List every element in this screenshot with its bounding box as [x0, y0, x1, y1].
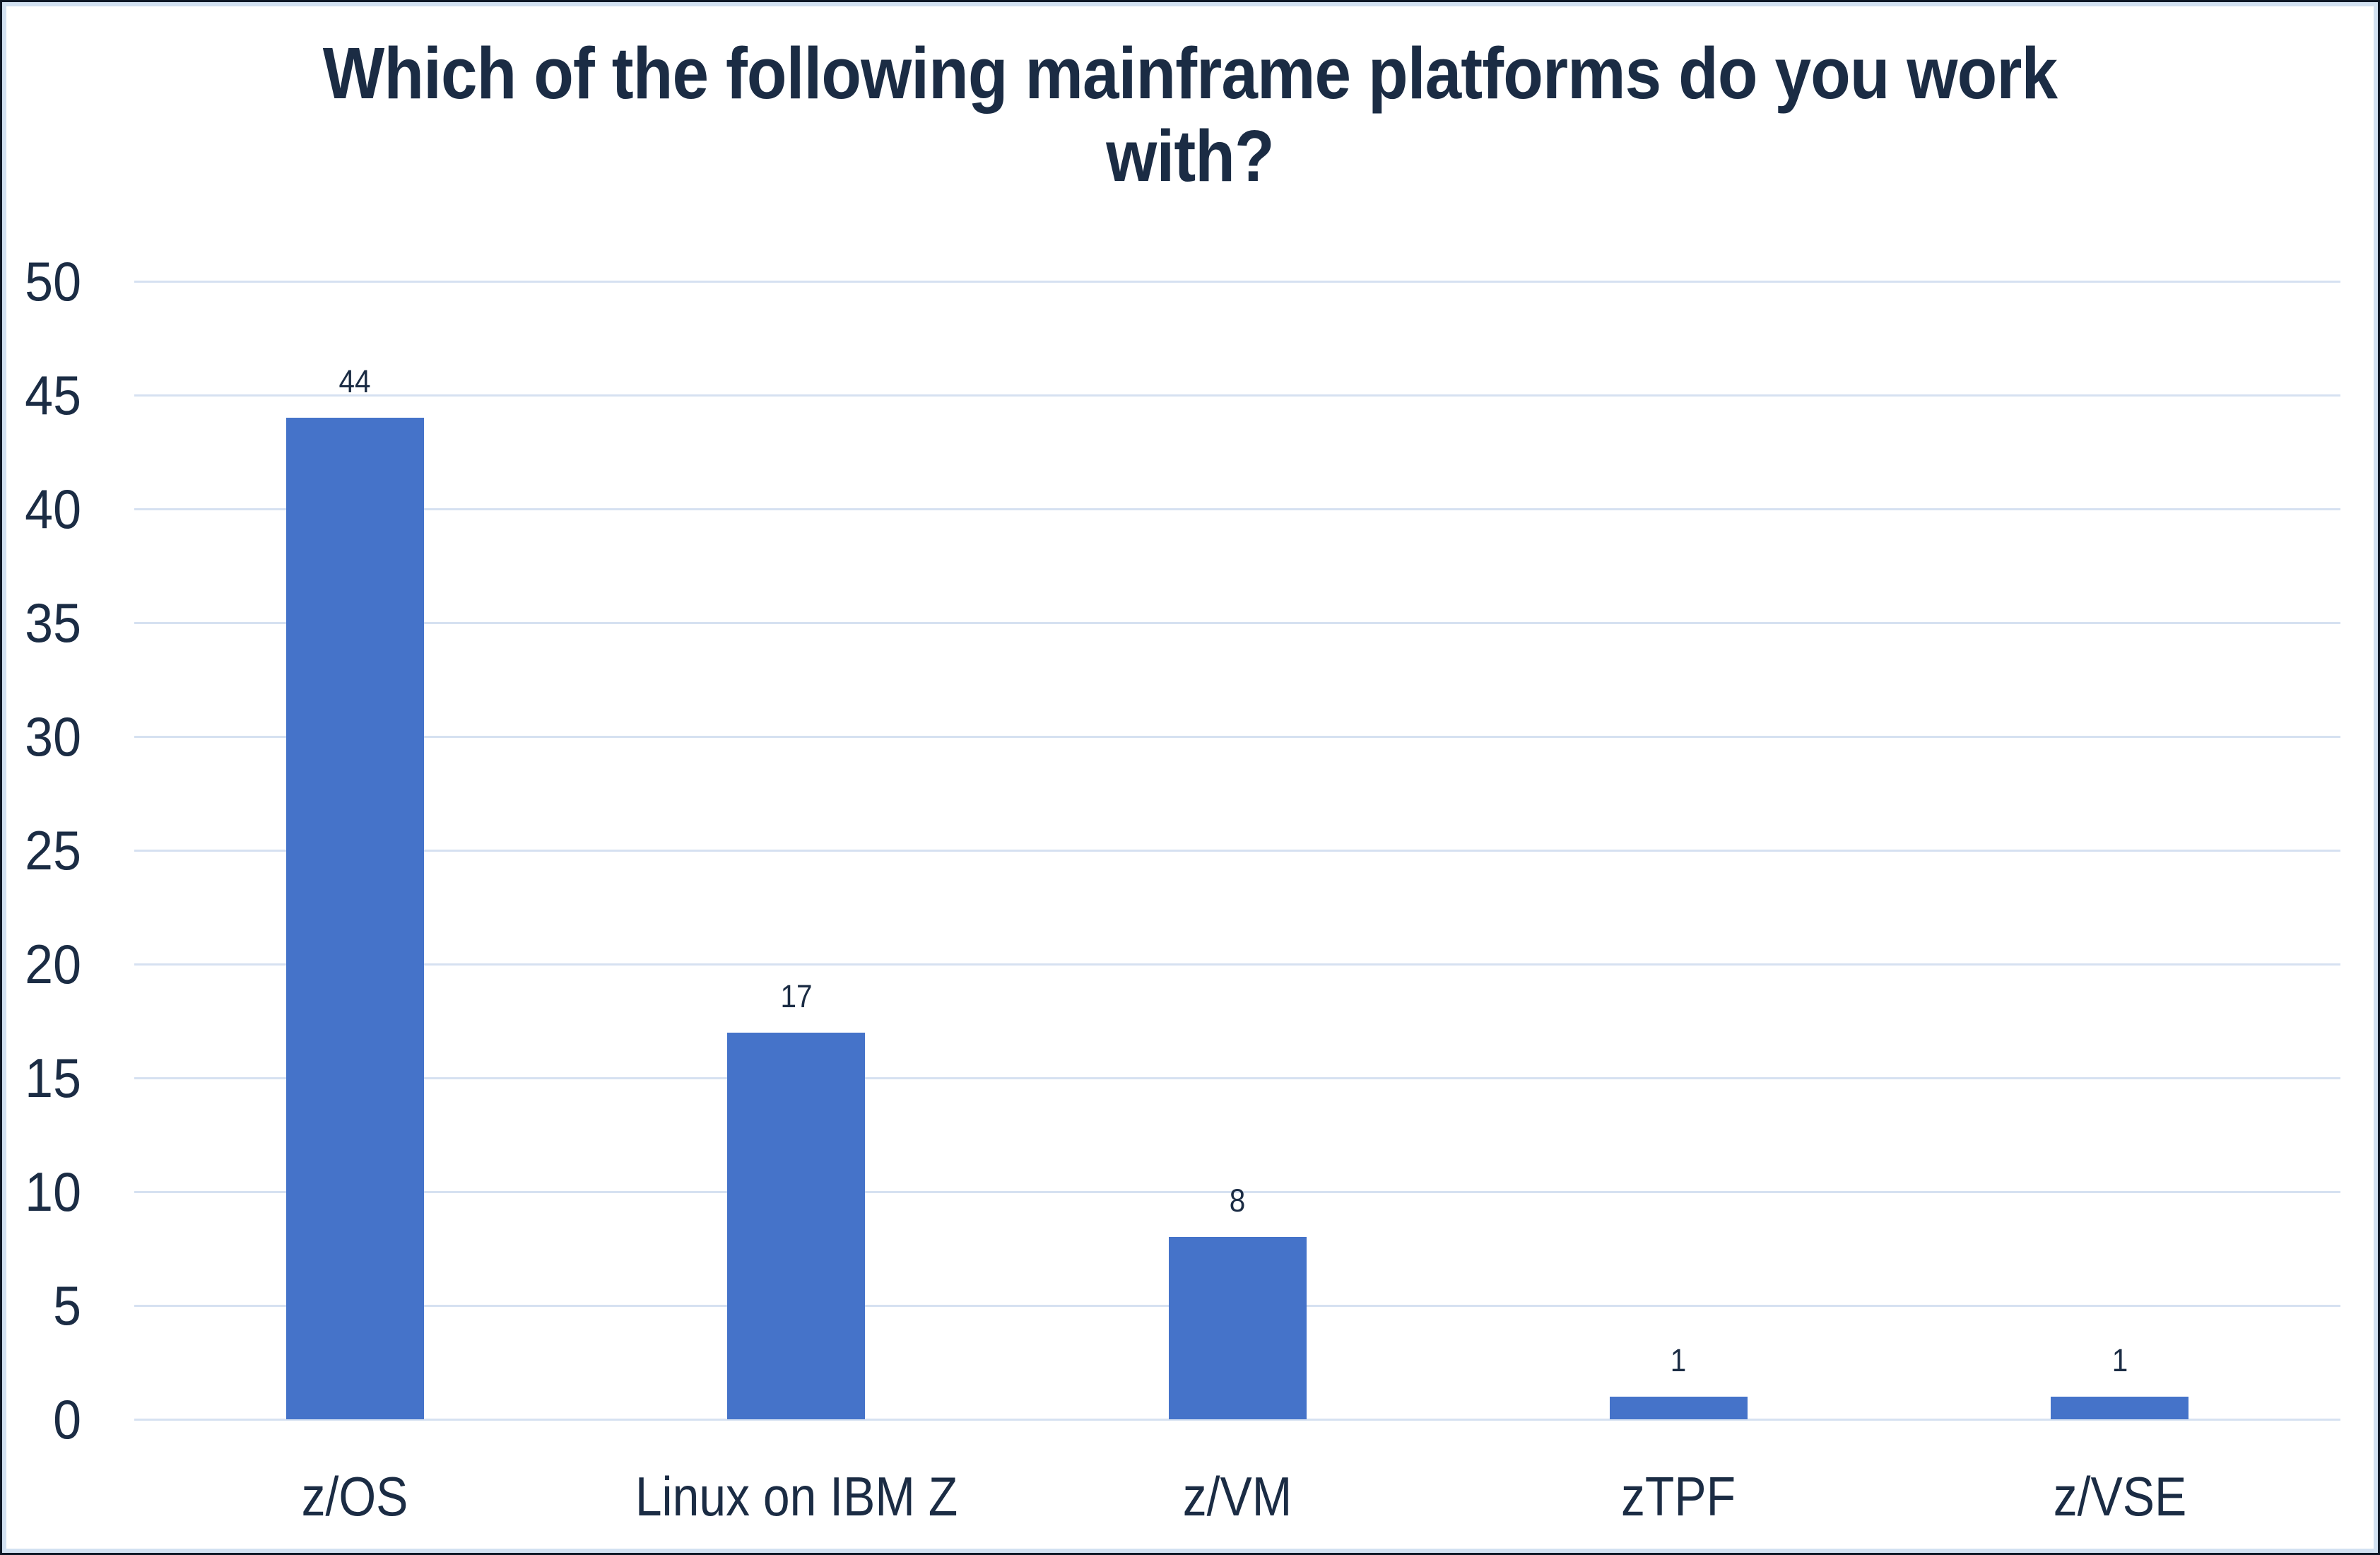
y-tick-label: 5	[53, 1274, 81, 1337]
bar-value-label: 8	[1229, 1183, 1246, 1219]
x-category-label: z/VM	[1182, 1465, 1292, 1527]
gridline	[134, 1418, 2340, 1421]
bar-value-label: 44	[338, 363, 371, 400]
gridline	[134, 507, 2340, 510]
y-tick-label: 35	[25, 592, 81, 654]
x-category-label: z/VSE	[2053, 1465, 2187, 1527]
chart-title: Which of the following mainframe platfor…	[322, 33, 2058, 196]
y-tick-label: 10	[25, 1161, 81, 1223]
y-tick-label: 15	[25, 1047, 81, 1109]
x-category-label: zTPF	[1621, 1465, 1736, 1527]
gridline	[134, 1190, 2340, 1193]
bar	[1609, 1396, 1748, 1419]
bar	[1168, 1237, 1307, 1419]
plot-area: 0 5 10 15 20 25 30 35 40 45 50 44 17 8 1 1 z/OS Linux o…	[25, 254, 2340, 1527]
gridline	[134, 280, 2340, 283]
gridline	[134, 735, 2340, 738]
gridline	[134, 394, 2340, 397]
y-tick-label: 40	[25, 478, 81, 540]
x-category-label: Linux on IBM Z	[635, 1465, 958, 1527]
bar	[285, 418, 424, 1419]
y-tick-label: 45	[25, 364, 81, 426]
y-tick-label: 20	[25, 933, 81, 995]
y-tick-label: 50	[25, 250, 81, 312]
bar-value-label: 1	[1671, 1342, 1687, 1378]
bar-value-label: 17	[780, 978, 813, 1014]
gridline	[134, 621, 2340, 624]
y-tick-label: 30	[25, 705, 81, 768]
bar-value-label: 1	[2111, 1342, 2128, 1378]
gridline	[134, 963, 2340, 966]
gridline	[134, 849, 2340, 852]
y-tick-label: 25	[25, 819, 81, 881]
x-category-label: z/OS	[301, 1465, 408, 1527]
bar	[2051, 1396, 2189, 1419]
bar	[727, 1032, 866, 1419]
gridline	[134, 1076, 2340, 1079]
y-tick-label: 0	[53, 1388, 81, 1450]
